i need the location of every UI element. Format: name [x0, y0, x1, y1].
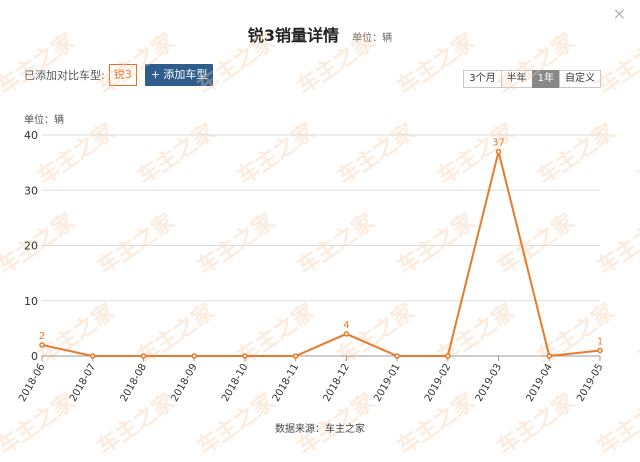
x-tick-label: 2018-08: [119, 362, 149, 404]
model-tag[interactable]: 锐3: [108, 64, 137, 86]
data-label: 2: [39, 331, 45, 342]
data-point: [394, 353, 400, 359]
watermark-text: 车主之家: [32, 118, 120, 190]
range-tab-1-year[interactable]: 1年: [531, 70, 560, 88]
data-label: 37: [492, 138, 505, 149]
x-tick-label: 2019-03: [474, 362, 504, 404]
x-tick-label: 2018-11: [271, 362, 301, 404]
watermark-text: 车主之家: [0, 28, 80, 100]
dialog-title: 锐3销量详情: [247, 26, 340, 45]
watermark-text: 车主之家: [192, 208, 280, 280]
x-tick-label: 2018-09: [169, 362, 199, 404]
data-point: [343, 331, 350, 337]
data-label: 4: [343, 320, 349, 331]
x-tick-label: 2018-07: [68, 362, 98, 404]
watermark-text: 车主之家: [0, 208, 80, 280]
watermark-text: 车主之家: [392, 208, 480, 280]
range-tabs: 3个月 半年 1年 自定义: [463, 70, 601, 88]
watermark-text: 车主之家: [132, 298, 220, 370]
range-tab-custom[interactable]: 自定义: [559, 70, 601, 88]
watermark-text: 车主之家: [332, 118, 420, 190]
title-row: 锐3销量详情 单位：辆: [0, 22, 640, 46]
watermark-text: 车主之家: [592, 28, 640, 100]
x-tick-label: 2019-05: [575, 362, 605, 404]
watermark-text: 车主之家: [632, 118, 640, 190]
watermark-text: 车主之家: [232, 118, 320, 190]
watermark-text: 车主之家: [92, 28, 180, 100]
watermark-text: 车主之家: [532, 118, 620, 190]
watermark-text: 车主之家: [232, 298, 320, 370]
data-point: [597, 347, 603, 354]
series-line: [41, 151, 601, 358]
watermark-text: 车主之家: [592, 208, 640, 280]
data-point: [140, 353, 147, 359]
title-unit-label: 单位：辆: [352, 33, 393, 44]
watermark-text: 车主之家: [392, 28, 480, 100]
data-point: [89, 353, 96, 359]
watermark-text: 车主之家: [492, 28, 580, 100]
y-tick-label: 30: [24, 184, 38, 197]
data-point: [546, 353, 553, 359]
compare-row: 已添加对比车型: 锐3 + 添加车型: [24, 63, 214, 87]
data-point: [292, 353, 299, 359]
watermark-text: 车主之家: [532, 298, 620, 370]
data-label: 1: [597, 336, 603, 347]
compare-label: 已添加对比车型:: [24, 69, 105, 82]
add-model-button[interactable]: + 添加车型: [144, 64, 214, 86]
data-source: 数据来源：车主之家: [275, 424, 365, 435]
y-tick-label: 10: [24, 295, 38, 308]
x-tick-label: 2019-01: [372, 362, 402, 404]
watermark-text: 车主之家: [492, 208, 580, 280]
watermark-text: 车主之家: [132, 118, 220, 190]
watermark-text: 车主之家: [432, 118, 520, 190]
watermark-text: 车主之家: [92, 208, 180, 280]
y-tick-label: 20: [24, 240, 38, 253]
data-point: [242, 353, 248, 359]
watermark-text: 车主之家: [192, 28, 280, 100]
x-tick-label: 2019-02: [423, 362, 453, 404]
x-tick-label: 2018-06: [17, 362, 47, 404]
data-point: [191, 353, 197, 359]
x-tick-label: 2018-12: [322, 362, 352, 404]
x-tick-label: 2019-04: [524, 362, 554, 404]
y-tick-label: 0: [31, 350, 38, 363]
y-tick-label: 40: [24, 129, 38, 142]
watermark-text: 车主之家: [292, 28, 380, 100]
watermark-text: 车主之家: [292, 208, 380, 280]
data-point: [39, 342, 45, 348]
x-tick-label: 2018-10: [220, 362, 250, 404]
watermark-text: 车主之家: [432, 298, 520, 370]
data-point: [445, 353, 451, 359]
close-icon[interactable]: ×: [612, 4, 626, 23]
watermark-text: 车主之家: [632, 298, 640, 370]
y-axis-unit-label: 单位：辆: [24, 115, 64, 126]
data-point: [495, 148, 502, 155]
watermark-text: 车主之家: [32, 298, 120, 370]
